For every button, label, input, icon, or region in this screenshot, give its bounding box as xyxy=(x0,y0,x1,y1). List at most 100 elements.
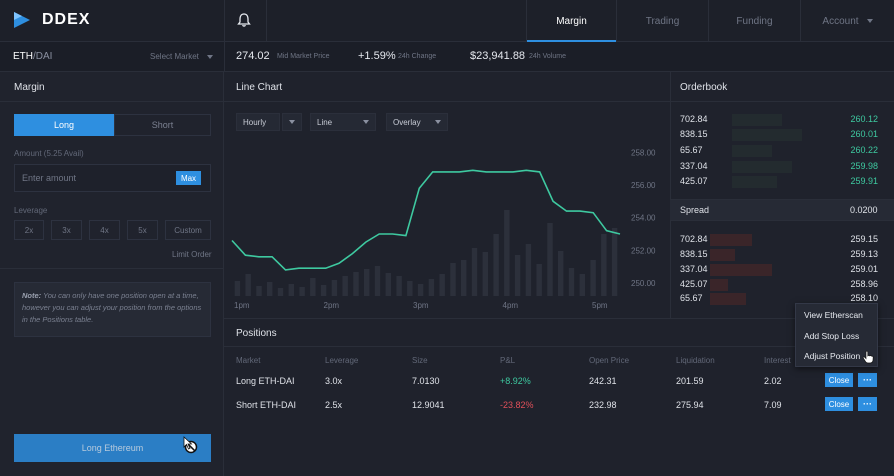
chevron-down-icon xyxy=(207,54,214,59)
tab-trading[interactable]: Trading xyxy=(616,0,708,42)
position-note: Note: You can only have one position ope… xyxy=(14,282,211,337)
orderbook-panel xyxy=(670,72,894,318)
volume-bar xyxy=(267,282,273,296)
limit-order-link[interactable]: Limit Order xyxy=(172,250,212,259)
divider xyxy=(224,101,670,102)
menu-item-view-etherscan[interactable]: View Etherscan xyxy=(804,310,863,320)
orderbook-ask-row[interactable]: 65.67 258.10 xyxy=(680,293,878,306)
volume-bar xyxy=(547,223,553,296)
position-open-price: 242.31 xyxy=(589,376,617,386)
volume-bar xyxy=(364,269,370,296)
interval-dropdown[interactable]: Hourly xyxy=(236,113,280,131)
volume-bar xyxy=(450,263,456,296)
amount-input[interactable] xyxy=(22,170,162,186)
depth-bar xyxy=(710,249,735,261)
volume-bar xyxy=(601,234,607,296)
volume-bar xyxy=(611,228,618,296)
leverage-2x-button[interactable]: 2x xyxy=(14,220,44,240)
position-pnl: -23.82% xyxy=(500,400,534,410)
short-toggle-button[interactable]: Short xyxy=(114,114,211,136)
menu-item-adjust-position[interactable]: Adjust Position xyxy=(804,351,861,361)
tab-funding[interactable]: Funding xyxy=(708,0,800,42)
divider xyxy=(224,346,894,347)
chart-type-dropdown[interactable]: Line xyxy=(310,113,376,131)
market-pair: ETH/DAI xyxy=(13,51,52,62)
bid-price: 702.84 xyxy=(680,114,708,124)
orderbook-ask-row[interactable]: 425.07 258.96 xyxy=(680,279,878,292)
select-market-dropdown[interactable]: Select Market xyxy=(150,52,214,61)
overlay-dropdown[interactable]: Overlay xyxy=(386,113,448,131)
volume-bar xyxy=(579,274,585,296)
ask-size: 258.96 xyxy=(850,279,878,289)
orderbook-ask-row[interactable]: 702.84 259.15 xyxy=(680,234,878,247)
bid-size: 259.91 xyxy=(850,176,878,186)
bid-size: 260.22 xyxy=(850,145,878,155)
volume-bar xyxy=(310,278,316,296)
line-chart: 258.00 256.00 254.00 252.00 250.00 1pm 2pm 3pm 4… xyxy=(231,148,656,310)
divider xyxy=(0,101,224,102)
divider xyxy=(670,101,894,102)
leverage-5x-button[interactable]: 5x xyxy=(127,220,158,240)
leverage-option-label: 3x xyxy=(62,225,71,235)
leverage-option-label: Custom xyxy=(174,225,202,235)
volume-bar xyxy=(342,276,348,296)
ticker-bar xyxy=(0,42,894,72)
note-prefix: Note: xyxy=(22,291,42,300)
long-ethereum-button[interactable]: Long Ethereum xyxy=(14,434,211,462)
tab-margin[interactable]: Margin xyxy=(526,0,616,42)
orderbook-ask-row[interactable]: 838.15 259.13 xyxy=(680,249,878,262)
orderbook-bid-row[interactable]: 65.67 260.22 xyxy=(680,145,878,158)
orderbook-bid-row[interactable]: 702.84 260.12 xyxy=(680,114,878,127)
close-position-button[interactable]: Close xyxy=(825,397,853,411)
leverage-option-label: 2x xyxy=(24,225,34,235)
menu-item-add-stop-loss[interactable]: Add Stop Loss xyxy=(804,331,860,341)
orderbook-ask-row[interactable]: 337.04 259.01 xyxy=(680,264,878,277)
long-toggle-button[interactable]: Long xyxy=(14,114,114,136)
close-position-button[interactable]: Close xyxy=(825,373,853,387)
orderbook-bid-row[interactable]: 425.07 259.91 xyxy=(680,176,878,189)
x-tick-label: 5pm xyxy=(592,301,608,310)
column-header-interest: Interest xyxy=(764,356,791,365)
leverage-3x-button[interactable]: 3x xyxy=(51,220,82,240)
leverage-option-label: 5x xyxy=(138,225,147,235)
chart-title: Line Chart xyxy=(236,82,283,93)
logo[interactable]: DDEX xyxy=(12,10,90,30)
ask-price: 337.04 xyxy=(680,264,708,274)
volume-bar xyxy=(590,260,596,296)
volume-bar xyxy=(374,266,381,296)
chart-type-label: Line xyxy=(317,117,333,127)
tab-label: Margin xyxy=(556,15,587,27)
divider xyxy=(0,268,224,269)
max-button[interactable]: Max xyxy=(176,171,201,185)
x-tick-label: 2pm xyxy=(324,301,340,310)
leverage-option-label: 4x xyxy=(100,225,109,235)
interval-dropdown-toggle[interactable] xyxy=(282,113,302,131)
bell-icon[interactable] xyxy=(236,12,252,28)
volume-bar xyxy=(331,280,338,296)
ask-price: 702.84 xyxy=(680,234,708,244)
mid-market-price: 274.02 xyxy=(236,50,270,62)
volume-bar xyxy=(514,255,521,296)
select-market-label: Select Market xyxy=(150,52,199,61)
volume-bar xyxy=(461,260,467,296)
tab-account[interactable]: Account xyxy=(800,0,894,42)
orderbook-bid-row[interactable]: 337.04 259.98 xyxy=(680,161,878,174)
positions-panel xyxy=(224,318,894,476)
volume-bar xyxy=(471,248,478,296)
volume-bar xyxy=(320,285,327,296)
depth-bar xyxy=(732,114,782,126)
position-size: 7.0130 xyxy=(412,376,440,386)
column-header-liquidation: Liquidation xyxy=(676,356,715,365)
depth-bar xyxy=(710,279,728,291)
leverage-4x-button[interactable]: 4x xyxy=(89,220,120,240)
orderbook-bid-row[interactable]: 838.15 260.01 xyxy=(680,129,878,142)
volume-bar xyxy=(417,284,424,296)
leverage-custom-button[interactable]: Custom xyxy=(165,220,211,240)
volume-24h-label: 24h Volume xyxy=(529,53,566,60)
more-icon: ··· xyxy=(863,399,872,409)
change-24h: +1.59% xyxy=(358,50,396,62)
tab-label: Funding xyxy=(736,15,773,27)
more-options-button[interactable]: ··· xyxy=(858,373,877,387)
bid-price: 65.67 xyxy=(680,145,703,155)
more-options-button[interactable]: ··· xyxy=(858,397,877,411)
